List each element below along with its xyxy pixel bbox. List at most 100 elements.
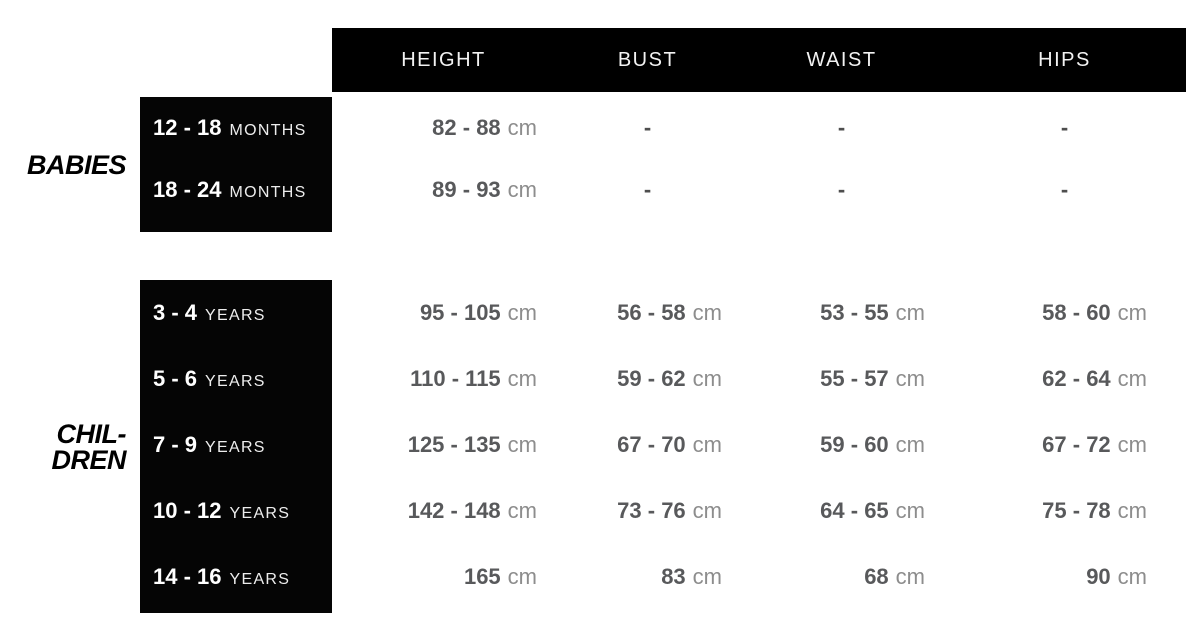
size-unit: YEARS (229, 571, 291, 588)
waist-value: 53 - 55 (820, 300, 889, 325)
size-unit: YEARS (205, 439, 266, 456)
unit-label: cm (895, 366, 925, 391)
unit-label: cm (507, 498, 537, 523)
size-range: 7 - 9 (153, 432, 198, 457)
waist-cell: 55 - 57 cm (740, 366, 943, 392)
waist-value: 55 - 57 (820, 366, 889, 391)
hips-cell: 58 - 60 cm (943, 300, 1186, 326)
waist-cell: 68 cm (740, 564, 943, 590)
section-babies: BABIES 12 - 18 MONTHS 82 - 88 cm - - - 18 (0, 97, 1186, 232)
bust-value: 83 (661, 564, 686, 589)
waist-cell-empty: - (837, 177, 846, 202)
section-children: CHIL- DREN 3 - 4 YEARS 95 - 105 cm 56 - 5… (0, 280, 1186, 613)
bust-cell: 56 - 58 cm (555, 300, 740, 326)
hips-cell: 90 cm (943, 564, 1186, 590)
hips-value: 90 (1086, 564, 1111, 589)
size-label-cell: 18 - 24 MONTHS (140, 177, 332, 203)
height-value: 165 (463, 564, 501, 589)
hips-cell: 75 - 78 cm (943, 498, 1186, 524)
size-label-cell: 7 - 9 YEARS (140, 432, 332, 458)
unit-label: cm (507, 366, 537, 391)
unit-label: cm (692, 366, 722, 391)
group-label-children: CHIL- DREN (0, 280, 140, 613)
unit-label: cm (1117, 564, 1147, 589)
size-unit: MONTHS (229, 184, 307, 201)
unit-label: cm (692, 300, 722, 325)
unit-label: cm (507, 432, 537, 457)
size-range: 10 - 12 (153, 498, 222, 523)
height-value: 125 - 135 (407, 432, 501, 457)
size-unit: MONTHS (229, 122, 307, 139)
height-cell: 82 - 88 cm (332, 115, 555, 141)
size-range: 18 - 24 (153, 177, 222, 202)
height-cell: 142 - 148 cm (332, 498, 555, 524)
table-row: 3 - 4 YEARS 95 - 105 cm 56 - 58 cm 53 - 55… (0, 280, 1186, 346)
size-label-cell: 12 - 18 MONTHS (140, 115, 332, 141)
unit-label: cm (507, 300, 537, 325)
table-row: 10 - 12 YEARS 142 - 148 cm 73 - 76 cm 64 -… (0, 478, 1186, 544)
unit-label: cm (1117, 432, 1147, 457)
height-cell: 125 - 135 cm (332, 432, 555, 458)
children-rows: 3 - 4 YEARS 95 - 105 cm 56 - 58 cm 53 - 55… (0, 280, 1186, 610)
babies-size-box (140, 97, 332, 232)
size-label-cell: 5 - 6 YEARS (140, 366, 332, 392)
bust-cell: 83 cm (555, 564, 740, 590)
group-label-text: CHIL- (56, 418, 127, 449)
bust-value: 56 - 58 (617, 300, 686, 325)
waist-value: 68 (864, 564, 889, 589)
table-row: 12 - 18 MONTHS 82 - 88 cm - - - (0, 97, 1186, 159)
unit-label: cm (507, 564, 537, 589)
size-range: 5 - 6 (153, 366, 198, 391)
unit-label: cm (895, 498, 925, 523)
unit-label: cm (895, 300, 925, 325)
unit-label: cm (692, 432, 722, 457)
hips-value: 62 - 64 (1042, 366, 1111, 391)
bust-cell: 73 - 76 cm (555, 498, 740, 524)
bust-cell: 67 - 70 cm (555, 432, 740, 458)
column-header-height: HEIGHT (401, 48, 486, 71)
bust-cell-empty: - (643, 177, 652, 202)
height-cell: 165 cm (332, 564, 555, 590)
hips-cell-empty: - (1060, 115, 1069, 140)
children-size-box (140, 280, 332, 613)
column-header-hips: HIPS (1038, 48, 1091, 71)
size-unit: YEARS (205, 373, 266, 390)
hips-value: 67 - 72 (1042, 432, 1111, 457)
size-label-cell: 10 - 12 YEARS (140, 498, 332, 524)
hips-cell: 62 - 64 cm (943, 366, 1186, 392)
table-header-bar: HEIGHT BUST WAIST HIPS (332, 28, 1186, 92)
height-value: 95 - 105 (419, 300, 501, 325)
unit-label: cm (1117, 498, 1147, 523)
size-label-cell: 3 - 4 YEARS (140, 300, 332, 326)
bust-value: 59 - 62 (617, 366, 686, 391)
unit-label: cm (507, 115, 537, 140)
waist-cell: 59 - 60 cm (740, 432, 943, 458)
column-header-bust: BUST (617, 48, 678, 71)
hips-value: 58 - 60 (1042, 300, 1111, 325)
column-header-waist: WAIST (806, 48, 877, 71)
height-cell: 110 - 115 cm (332, 366, 555, 392)
size-range: 3 - 4 (153, 300, 198, 325)
table-row: 5 - 6 YEARS 110 - 115 cm 59 - 62 cm 55 - 5… (0, 346, 1186, 412)
group-label-text: DREN (51, 444, 126, 475)
waist-cell: 64 - 65 cm (740, 498, 943, 524)
hips-cell-empty: - (1060, 177, 1069, 202)
bust-value: 67 - 70 (617, 432, 686, 457)
unit-label: cm (1117, 300, 1147, 325)
group-label-babies: BABIES (0, 97, 140, 232)
unit-label: cm (692, 498, 722, 523)
size-range: 12 - 18 (153, 115, 222, 140)
height-value: 110 - 115 (410, 366, 501, 391)
waist-cell-empty: - (837, 115, 846, 140)
waist-cell: 53 - 55 cm (740, 300, 943, 326)
waist-value: 59 - 60 (820, 432, 889, 457)
height-value: 142 - 148 (407, 498, 501, 523)
hips-cell: 67 - 72 cm (943, 432, 1186, 458)
bust-cell: 59 - 62 cm (555, 366, 740, 392)
bust-value: 73 - 76 (617, 498, 686, 523)
group-label-text: BABIES (26, 149, 127, 180)
unit-label: cm (1117, 366, 1147, 391)
height-value: 82 - 88 (432, 115, 501, 140)
table-row: 18 - 24 MONTHS 89 - 93 cm - - - (0, 159, 1186, 221)
